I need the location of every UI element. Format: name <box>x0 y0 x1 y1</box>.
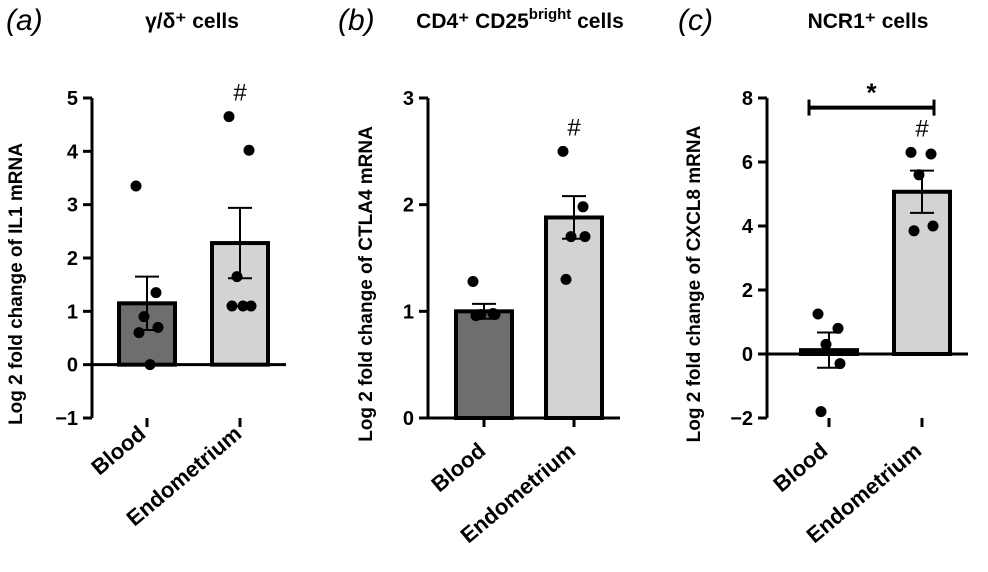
panel-c: (c) NCR1⁺ cells Log 2 fold change of CXC… <box>678 4 968 548</box>
bar-c-2 <box>892 189 952 356</box>
data-point-b-2-5 <box>560 273 572 285</box>
annotation-hash-c: # <box>915 115 929 142</box>
data-point-a-2-2 <box>243 144 255 156</box>
y-axis-label-a: Log 2 fold change of IL1 mRNA <box>6 143 27 425</box>
y-tick-label-b-4: 3 <box>403 88 414 110</box>
y-axis-label-c: Log 2 fold change of CXCL8 mRNA <box>684 125 705 442</box>
data-point-a-2-1 <box>223 111 235 123</box>
y-tick-label-c-2: 0 <box>742 344 753 366</box>
y-tick-label-a-6: 4 <box>67 141 79 163</box>
bar-b-2 <box>544 215 604 420</box>
y-tick-label-a-5: 3 <box>67 195 78 217</box>
data-point-c-2-4 <box>927 220 939 232</box>
data-point-b-1-4 <box>489 309 501 321</box>
panel-title-b-main: CD4⁺ CD25 <box>416 10 529 33</box>
data-point-a-2-6 <box>237 300 249 312</box>
y-tick-label-a-3: 1 <box>67 301 78 323</box>
y-tick-label-c-6: 8 <box>742 88 753 110</box>
x-category-label-c-blood: Blood <box>768 438 832 497</box>
y-tick-label-b-3: 2 <box>403 195 414 217</box>
data-point-b-1-1 <box>467 275 479 287</box>
data-point-a-1-1 <box>130 180 142 192</box>
plot-area-c: −2 0 2 4 6 8 # * <box>730 78 968 430</box>
annotation-hash-b: # <box>567 114 581 141</box>
plot-area-a: −1 0 1 2 3 4 5 # <box>55 80 286 430</box>
y-tick-label-a-1: −1 <box>55 408 78 430</box>
annotation-hash-a: # <box>233 80 247 107</box>
bar-b-1 <box>454 309 514 421</box>
data-point-c-1-5 <box>815 406 827 418</box>
panel-a: (a) γ/δ⁺ cells Log 2 fold change of IL1 … <box>6 4 286 531</box>
data-point-b-2-2 <box>577 201 589 213</box>
y-tick-label-a-2: 0 <box>67 355 78 377</box>
data-point-a-1-5 <box>133 327 145 339</box>
panel-letter-c: (c) <box>678 4 713 37</box>
panel-title-c: NCR1⁺ cells <box>808 10 929 33</box>
y-tick-label-c-1: −2 <box>730 408 753 430</box>
x-category-label-a-blood: Blood <box>86 421 150 480</box>
y-tick-label-c-3: 2 <box>742 280 753 302</box>
data-point-c-1-4 <box>834 358 846 370</box>
y-tick-label-b-2: 1 <box>403 301 414 323</box>
data-point-a-1-4 <box>152 321 164 333</box>
data-point-c-1-1 <box>812 308 824 320</box>
plot-area-b: 0 1 2 3 # <box>403 88 620 430</box>
data-point-c-2-2 <box>925 148 937 160</box>
panel-title-b-tail: cells <box>571 10 624 33</box>
panel-title-b-superscript: bright <box>529 6 572 23</box>
data-point-b-2-4 <box>579 231 591 243</box>
data-point-b-2-1 <box>557 145 569 157</box>
y-tick-label-b-1: 0 <box>403 408 414 430</box>
panel-title-b: CD4⁺ CD25bright cells <box>416 6 624 33</box>
data-point-c-2-5 <box>908 225 920 237</box>
y-tick-label-a-4: 2 <box>67 248 78 270</box>
data-point-a-2-4 <box>245 300 257 312</box>
data-point-c-1-2 <box>832 322 844 334</box>
panel-letter-b: (b) <box>338 4 375 37</box>
data-point-a-1-2 <box>150 287 162 299</box>
panel-letter-a: (a) <box>6 4 43 37</box>
y-tick-label-c-4: 4 <box>742 216 754 238</box>
panel-title-a: γ/δ⁺ cells <box>145 10 239 33</box>
significance-star-c: * <box>866 78 877 108</box>
data-point-c-2-1 <box>905 146 917 158</box>
x-category-label-b-blood: Blood <box>426 438 490 497</box>
panel-b: (b) CD4⁺ CD25bright cells Log 2 fold cha… <box>338 4 624 548</box>
data-point-a-2-5 <box>226 300 238 312</box>
y-axis-label-b: Log 2 fold change of CTLA4 mRNA <box>356 126 377 442</box>
y-tick-label-c-5: 6 <box>742 152 753 174</box>
y-tick-label-a-7: 5 <box>67 88 78 110</box>
